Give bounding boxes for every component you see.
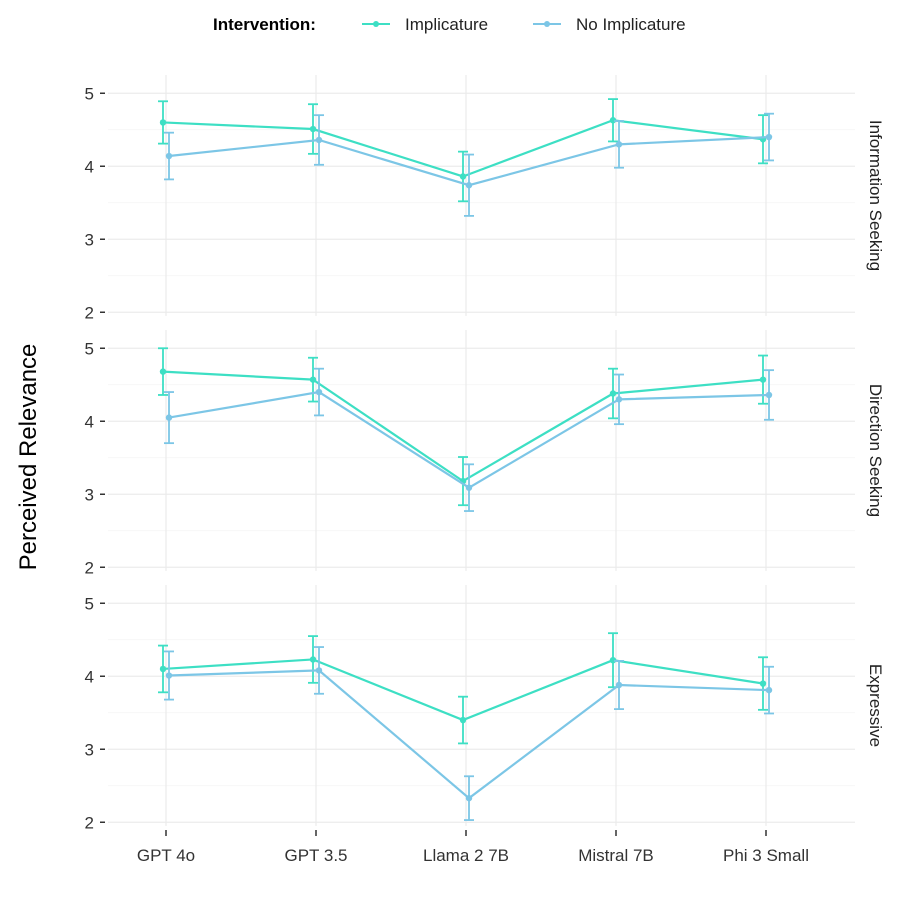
data-point	[459, 716, 467, 724]
y-tick-label: 5	[85, 339, 94, 358]
facet-strip-label: Information Seeking	[866, 120, 885, 271]
panel-2: 2 3 4 5 Expressive	[85, 585, 885, 832]
data-point	[765, 391, 773, 399]
legend: Intervention: Implicature No Implicature	[213, 15, 686, 34]
y-tick-label: 5	[85, 594, 94, 613]
data-point	[465, 794, 473, 802]
y-tick-label: 4	[85, 667, 94, 686]
panel-0: 2 3 4 5 Information Seeking	[85, 75, 885, 322]
data-point	[165, 152, 173, 160]
data-point	[315, 667, 323, 674]
y-axis-title: Perceived Relevance	[15, 344, 42, 571]
series-no-implicature	[164, 646, 774, 821]
data-point	[159, 119, 167, 126]
data-point	[465, 182, 473, 189]
data-point	[159, 368, 167, 375]
data-point	[315, 136, 323, 144]
y-tick-label: 4	[85, 157, 94, 176]
series-no-implicature	[164, 367, 774, 512]
data-point	[759, 680, 767, 687]
data-point	[459, 173, 467, 180]
series-implicature	[158, 98, 768, 203]
y-tick-label: 2	[85, 558, 94, 577]
y-tick-label: 2	[85, 303, 94, 322]
series-no-implicature	[164, 112, 774, 217]
data-point	[765, 133, 773, 141]
data-point	[165, 672, 173, 679]
data-point	[309, 376, 317, 383]
y-tick-label: 3	[85, 740, 94, 759]
data-point	[609, 390, 617, 397]
legend-label-no-implicature: No Implicature	[576, 15, 686, 34]
y-tick-label: 3	[85, 230, 94, 249]
data-point	[765, 686, 773, 694]
data-point	[615, 396, 623, 403]
data-point	[615, 141, 623, 148]
data-point	[159, 665, 167, 673]
legend-title: Intervention:	[213, 15, 316, 34]
x-tick-label: GPT 4o	[137, 846, 195, 865]
legend-key-no-implicature-point	[544, 21, 550, 27]
facet-strip-label: Expressive	[866, 664, 885, 747]
y-tick-label: 5	[85, 84, 94, 103]
data-point	[615, 681, 623, 689]
data-point	[165, 414, 173, 421]
x-tick-label: Llama 2 7B	[423, 846, 509, 865]
x-tick-label: Mistral 7B	[578, 846, 654, 865]
panel-1: 2 3 4 5 Direction Seeking	[85, 330, 885, 577]
y-tick-label: 4	[85, 412, 94, 431]
facet-strip-label: Direction Seeking	[866, 384, 885, 517]
data-point	[759, 376, 767, 383]
series-implicature	[158, 632, 768, 745]
data-point	[309, 656, 317, 663]
legend-label-implicature: Implicature	[405, 15, 488, 34]
series-implicature	[158, 347, 768, 507]
data-point	[315, 388, 323, 396]
legend-key-implicature-point	[373, 21, 379, 27]
data-point	[465, 484, 473, 491]
y-tick-label: 3	[85, 485, 94, 504]
x-tick-label: Phi 3 Small	[723, 846, 809, 865]
data-point	[309, 125, 317, 133]
x-tick-label: GPT 3.5	[285, 846, 348, 865]
y-tick-label: 2	[85, 813, 94, 832]
